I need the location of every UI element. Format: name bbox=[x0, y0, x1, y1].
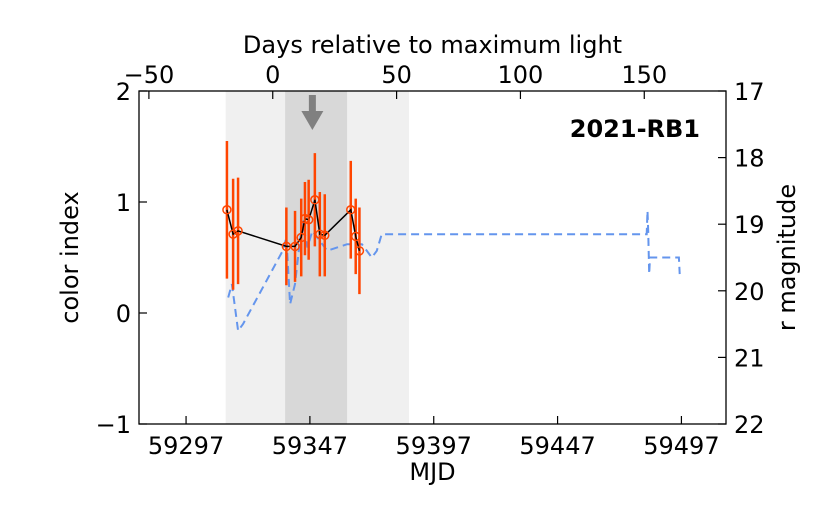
y-tick-label: 0 bbox=[116, 300, 131, 328]
color-point bbox=[290, 241, 300, 252]
x-tick-label: 59397 bbox=[396, 432, 472, 460]
top-tick-label: 50 bbox=[381, 61, 412, 89]
top-axis-title: Days relative to maximum light bbox=[243, 31, 622, 59]
color-point bbox=[350, 231, 361, 242]
color-point bbox=[303, 215, 314, 225]
arrow-shaft bbox=[308, 95, 316, 112]
y-axis-title: color index bbox=[56, 191, 84, 323]
y-tick-label: 1 bbox=[116, 189, 131, 217]
x-tick-label: 59447 bbox=[519, 432, 595, 460]
x-tick-label: 59497 bbox=[643, 432, 719, 460]
y-tick-label: −1 bbox=[96, 411, 131, 439]
color-point bbox=[354, 246, 365, 256]
color-index-line bbox=[226, 199, 361, 251]
x-axis-title: MJD bbox=[409, 458, 455, 486]
top-tick-label: 0 bbox=[265, 61, 280, 89]
color-index-series bbox=[222, 140, 365, 295]
color-point bbox=[346, 205, 356, 215]
y2-axis-title: r magnitude bbox=[773, 184, 801, 331]
color-point bbox=[296, 232, 306, 243]
y2-tick-label: 19 bbox=[734, 211, 765, 239]
color-point bbox=[310, 195, 320, 205]
y2-tick-label: 18 bbox=[734, 145, 765, 173]
y2-tick-label: 21 bbox=[734, 344, 765, 372]
x-tick-label: 59347 bbox=[272, 432, 348, 460]
color-point bbox=[320, 230, 330, 241]
shaded-bands bbox=[225, 91, 409, 424]
top-tick-label: 150 bbox=[621, 61, 667, 89]
arrow-head bbox=[301, 111, 324, 130]
y2-tick-label: 22 bbox=[734, 411, 765, 439]
axis-ticks: 59297 59347 59397 59447 59497−50 0 50 100 150210… bbox=[96, 61, 765, 460]
supernova-label: 2021-RB1 bbox=[570, 115, 700, 143]
y2-tick-label: 17 bbox=[734, 78, 765, 106]
color-point bbox=[233, 226, 243, 236]
color-point bbox=[222, 205, 232, 215]
color-point bbox=[315, 229, 325, 239]
top-tick-label: −50 bbox=[124, 61, 175, 89]
top-tick-label: 100 bbox=[498, 61, 544, 89]
x-tick-label: 59297 bbox=[148, 432, 224, 460]
y-tick-label: 2 bbox=[116, 78, 131, 106]
y2-tick-label: 20 bbox=[734, 278, 765, 306]
max-light-arrow bbox=[301, 95, 324, 130]
plot-frame bbox=[138, 90, 727, 425]
